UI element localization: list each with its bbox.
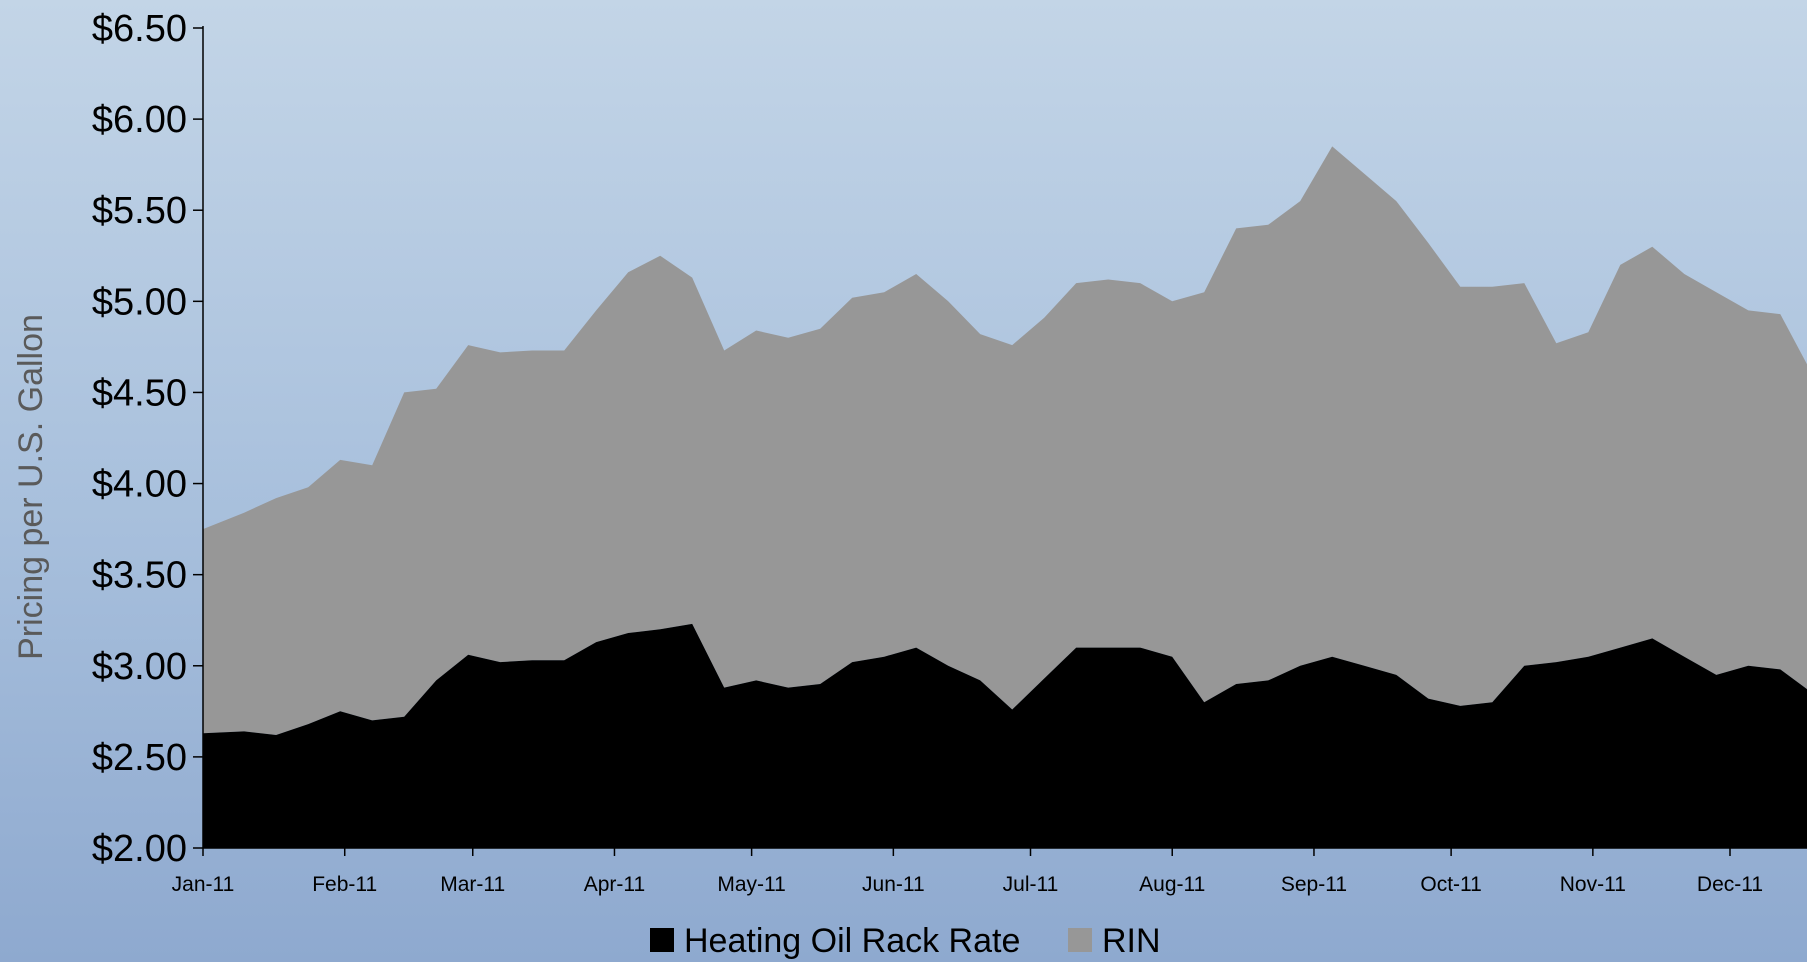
y-tick-label: $5.50 bbox=[92, 190, 187, 232]
x-tick-label: Dec-11 bbox=[1697, 873, 1763, 896]
y-tick-label: $4.50 bbox=[92, 372, 187, 414]
x-tick-label: Aug-11 bbox=[1139, 873, 1205, 896]
y-tick-label: $4.00 bbox=[92, 464, 187, 506]
legend-label: Heating Oil Rack Rate bbox=[684, 922, 1020, 960]
y-tick-label: $5.00 bbox=[92, 281, 187, 323]
x-tick-label: Jul-11 bbox=[1003, 873, 1059, 896]
x-tick-label: Oct-11 bbox=[1420, 873, 1481, 896]
area-layer bbox=[203, 146, 1807, 848]
x-tick-label: Nov-11 bbox=[1560, 873, 1626, 896]
x-tick-label: Jan-11 bbox=[172, 873, 235, 896]
y-tick-label: $3.50 bbox=[92, 555, 187, 597]
y-tick-label: $3.00 bbox=[92, 646, 187, 688]
y-axis-label: Pricing per U.S. Gallon bbox=[12, 314, 50, 660]
series-area-rin bbox=[203, 146, 1807, 735]
x-tick-label: Mar-11 bbox=[440, 873, 505, 896]
x-tick-label: May-11 bbox=[717, 873, 785, 896]
y-tick-labels: $2.00 $2.50 $3.00 $3.50 $4.00 $4.50 $5.00 $5.50… bbox=[92, 8, 187, 870]
legend-swatch bbox=[650, 928, 674, 952]
series-area-heating-oil-rack-rate bbox=[203, 623, 1807, 848]
legend-swatch bbox=[1068, 928, 1092, 952]
y-tick-label: $6.50 bbox=[92, 8, 187, 50]
x-tick-label: Jun-11 bbox=[862, 873, 925, 896]
legend: Heating Oil Rack Rate RIN bbox=[650, 922, 1161, 960]
x-tick-label: Feb-11 bbox=[312, 873, 377, 896]
y-tick-label: $2.00 bbox=[92, 828, 187, 870]
legend-label: RIN bbox=[1102, 922, 1161, 960]
y-tick-label: $6.00 bbox=[92, 99, 187, 141]
x-tick-labels: Jan-11 Feb-11 Mar-11 Apr-11 May-11 Jun-11 Jul-… bbox=[172, 873, 1763, 896]
axis-layer bbox=[193, 26, 1807, 856]
x-tick-label: Apr-11 bbox=[584, 873, 645, 896]
y-tick-label: $2.50 bbox=[92, 737, 187, 779]
x-tick-label: Sep-11 bbox=[1281, 873, 1347, 896]
